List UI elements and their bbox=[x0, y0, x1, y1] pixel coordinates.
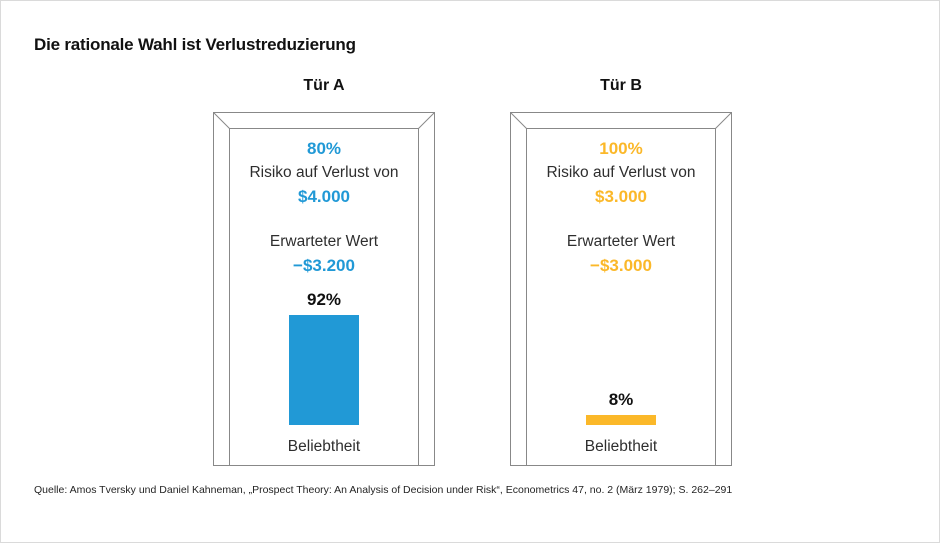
door-b-risk-label: Risiko auf Verlust von bbox=[546, 164, 696, 181]
door-b-risk-percent: 100% bbox=[599, 139, 643, 158]
door-a-risk-percent: 80% bbox=[306, 139, 342, 158]
door-a-header: Tür A bbox=[303, 77, 345, 94]
door-a-popularity-bar bbox=[289, 315, 359, 425]
door-b-popularity-bar bbox=[586, 415, 656, 425]
door-a-popularity-bar-group: 92% bbox=[213, 290, 435, 425]
door-a-popularity-label: Beliebtheit bbox=[287, 438, 361, 455]
door-a-popularity-percent: 92% bbox=[306, 290, 342, 309]
door-frame-graphic bbox=[510, 112, 732, 466]
door-b-expected-value: −$3.000 bbox=[590, 256, 652, 275]
door-a-risk-amount: $4.000 bbox=[298, 187, 350, 206]
door-a: 80% Risiko auf Verlust von $4.000 Erwart… bbox=[213, 112, 435, 466]
door-a-expected-value-label: Erwarteter Wert bbox=[269, 233, 379, 250]
door-a-column: Tür A 80% Risiko auf Verlust von $4.000 … bbox=[213, 77, 435, 466]
door-b-column: Tür B 100% Risiko auf Verlust von $3.000… bbox=[510, 77, 732, 466]
door-b-popularity-percent: 8% bbox=[608, 390, 634, 409]
door-frame-graphic bbox=[213, 112, 435, 466]
door-a-expected-value: −$3.200 bbox=[293, 256, 355, 275]
door-b-popularity-label: Beliebtheit bbox=[584, 438, 658, 455]
door-b-popularity-bar-group: 8% bbox=[510, 390, 732, 425]
door-b-risk-amount: $3.000 bbox=[595, 187, 647, 206]
door-b: 100% Risiko auf Verlust von $3.000 Erwar… bbox=[510, 112, 732, 466]
door-b-expected-value-label: Erwarteter Wert bbox=[566, 233, 676, 250]
door-a-risk-label: Risiko auf Verlust von bbox=[249, 164, 399, 181]
door-b-header: Tür B bbox=[600, 77, 642, 94]
source-citation: Quelle: Amos Tversky und Daniel Kahneman… bbox=[34, 484, 733, 496]
chart-title: Die rationale Wahl ist Verlustreduzierun… bbox=[34, 35, 356, 54]
